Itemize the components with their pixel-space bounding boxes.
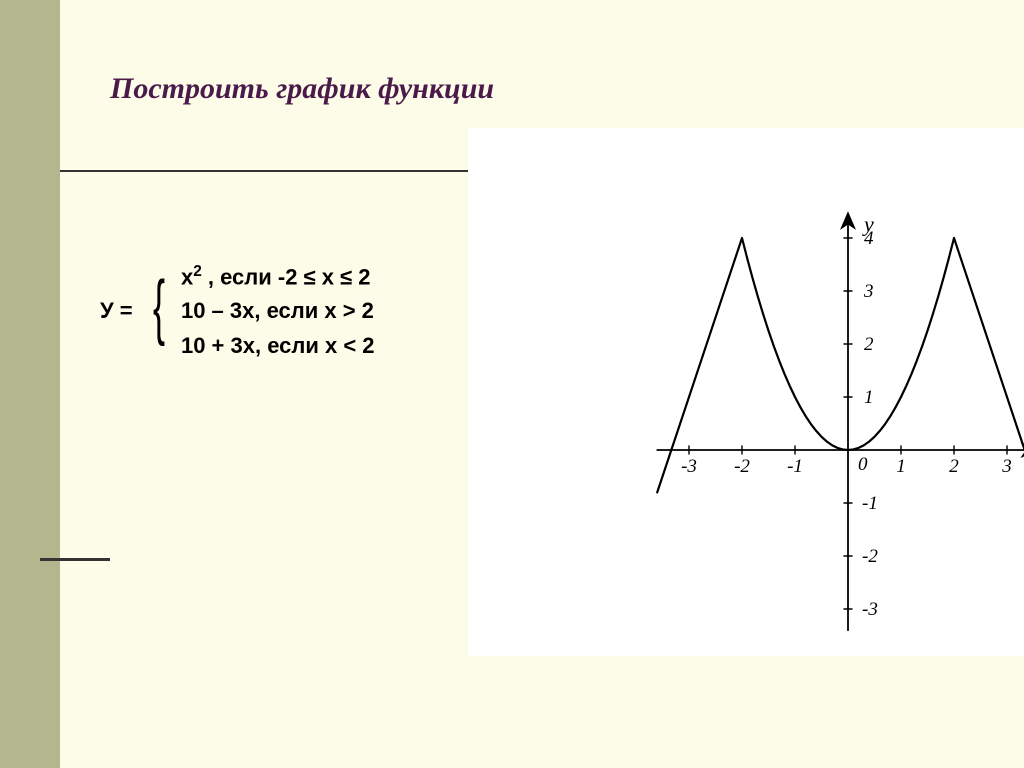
svg-text:-1: -1 xyxy=(787,456,803,477)
svg-text:3: 3 xyxy=(863,281,874,302)
svg-text:1: 1 xyxy=(896,456,906,477)
case-3: 10 + 3х, если х < 2 xyxy=(181,329,375,363)
case-2: 10 – 3х, если х > 2 xyxy=(181,294,375,328)
left-brace: { xyxy=(153,279,165,337)
svg-text:-1: -1 xyxy=(862,493,878,514)
svg-text:-3: -3 xyxy=(681,456,697,477)
y-equals: У = xyxy=(100,294,133,328)
left-sidebar xyxy=(0,0,60,768)
graph-svg: -3-2-11231234-1-2-30ху xyxy=(468,128,1024,656)
case-1: х2 , если -2 ≤ х ≤ 2 xyxy=(181,260,375,294)
svg-text:-2: -2 xyxy=(734,456,750,477)
svg-text:-3: -3 xyxy=(862,599,878,620)
cases: х2 , если -2 ≤ х ≤ 2 10 – 3х, если х > 2… xyxy=(181,260,375,363)
svg-text:2: 2 xyxy=(949,456,959,477)
title-underline xyxy=(60,170,470,172)
svg-text:-2: -2 xyxy=(862,546,878,567)
page-title: Построить график функции xyxy=(110,72,494,106)
accent-line xyxy=(40,558,110,561)
svg-text:1: 1 xyxy=(864,387,874,408)
svg-text:у: у xyxy=(862,212,874,237)
svg-text:2: 2 xyxy=(864,334,874,355)
function-graph: -3-2-11231234-1-2-30ху xyxy=(468,128,1024,656)
svg-text:3: 3 xyxy=(1001,456,1012,477)
piecewise-definition: У = { х2 , если -2 ≤ х ≤ 2 10 – 3х, если… xyxy=(100,260,375,363)
svg-text:0: 0 xyxy=(858,454,868,475)
